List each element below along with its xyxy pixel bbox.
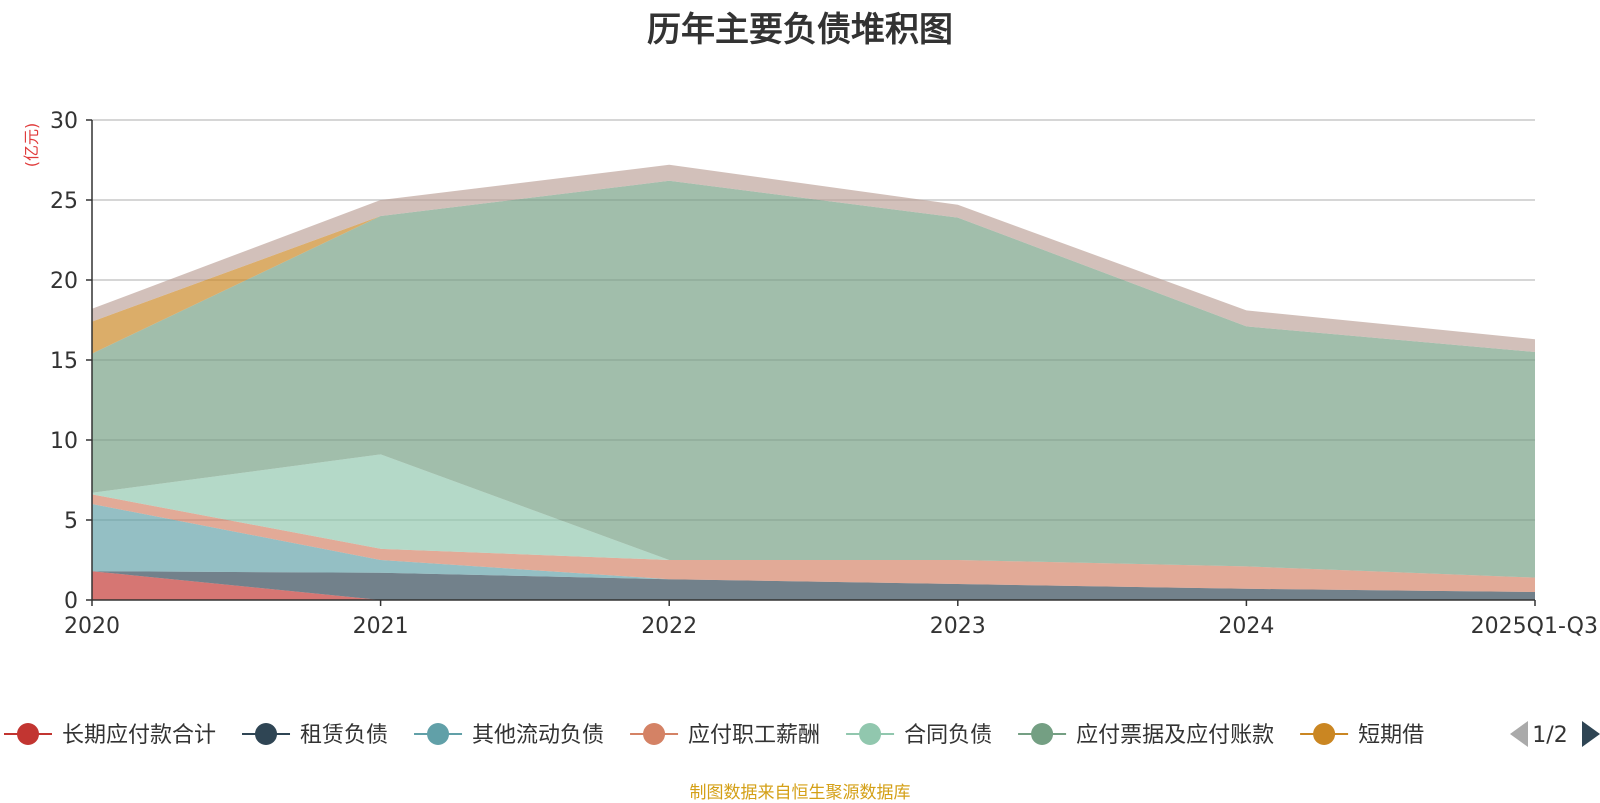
area-series-4 [92, 454, 1535, 578]
y-tick-label: 15 [50, 349, 78, 374]
legend-marker [1031, 723, 1054, 745]
area-series-0 [92, 571, 1535, 600]
area-series-layer [92, 164, 1535, 600]
y-tick-label: 5 [64, 509, 78, 534]
x-tick-label: 2023 [930, 614, 986, 639]
x-tick-label: 2025Q1-Q3 [1471, 614, 1598, 639]
legend-label: 长期应付款合计 [62, 723, 216, 748]
area-series-1 [92, 571, 1535, 600]
area-series-7 [92, 164, 1535, 352]
y-tick-label: 25 [50, 189, 78, 214]
legend-item[interactable]: 应付票据及应付账款 [1018, 723, 1274, 748]
legend-item[interactable]: 租赁负债 [242, 723, 388, 748]
legend-item[interactable]: 应付职工薪酬 [630, 723, 820, 748]
legend-label: 租赁负债 [300, 723, 388, 748]
source-note: 制图数据来自恒生聚源数据库 [689, 783, 911, 803]
y-tick-label: 20 [50, 269, 78, 294]
legend-item[interactable]: 合同负债 [846, 723, 992, 748]
legend-label: 其他流动负债 [472, 723, 604, 748]
x-tick-label: 2024 [1218, 614, 1274, 639]
legend-marker [255, 723, 278, 745]
legend-marker [17, 723, 39, 745]
y-tick-label: 30 [50, 109, 78, 134]
legend-label: 短期借 [1358, 723, 1424, 748]
legend-next-icon[interactable] [1582, 721, 1600, 747]
x-tick-label: 2020 [64, 614, 120, 639]
legend-item[interactable]: 短期借 [1300, 723, 1424, 748]
legend-label: 应付职工薪酬 [688, 723, 820, 748]
legend-item[interactable]: 其他流动负债 [414, 723, 604, 748]
legend-marker [427, 723, 450, 745]
area-series-5 [92, 180, 1535, 578]
legend-marker [859, 723, 882, 745]
y-axis-unit-label: (亿元) [22, 123, 41, 168]
x-tick-label: 2021 [353, 614, 409, 639]
legend-pager: 1/2 [1510, 721, 1600, 748]
legend-marker [643, 723, 666, 745]
legend-page-indicator: 1/2 [1532, 723, 1567, 748]
area-series-3 [92, 494, 1535, 592]
y-tick-label: 10 [50, 429, 78, 454]
x-tick-label: 2022 [641, 614, 697, 639]
legend: 长期应付款合计 租赁负债 其他流动负债 应付职工薪酬 合同负债 应付票据及应付账款 短期借 1… [4, 721, 1600, 748]
chart-title: 历年主要负债堆积图 [647, 10, 953, 50]
legend-prev-icon[interactable] [1510, 721, 1528, 747]
axes: 0 5 10 15 20 25 30 2020 2021 2022 2023 2024 2025Q1-Q… [50, 109, 1598, 639]
y-tick-label: 0 [64, 589, 78, 614]
legend-label: 合同负债 [904, 723, 992, 748]
legend-item[interactable]: 长期应付款合计 [4, 723, 216, 748]
legend-label: 应付票据及应付账款 [1076, 723, 1274, 748]
legend-marker [1313, 723, 1336, 745]
area-series-2 [92, 504, 1535, 592]
